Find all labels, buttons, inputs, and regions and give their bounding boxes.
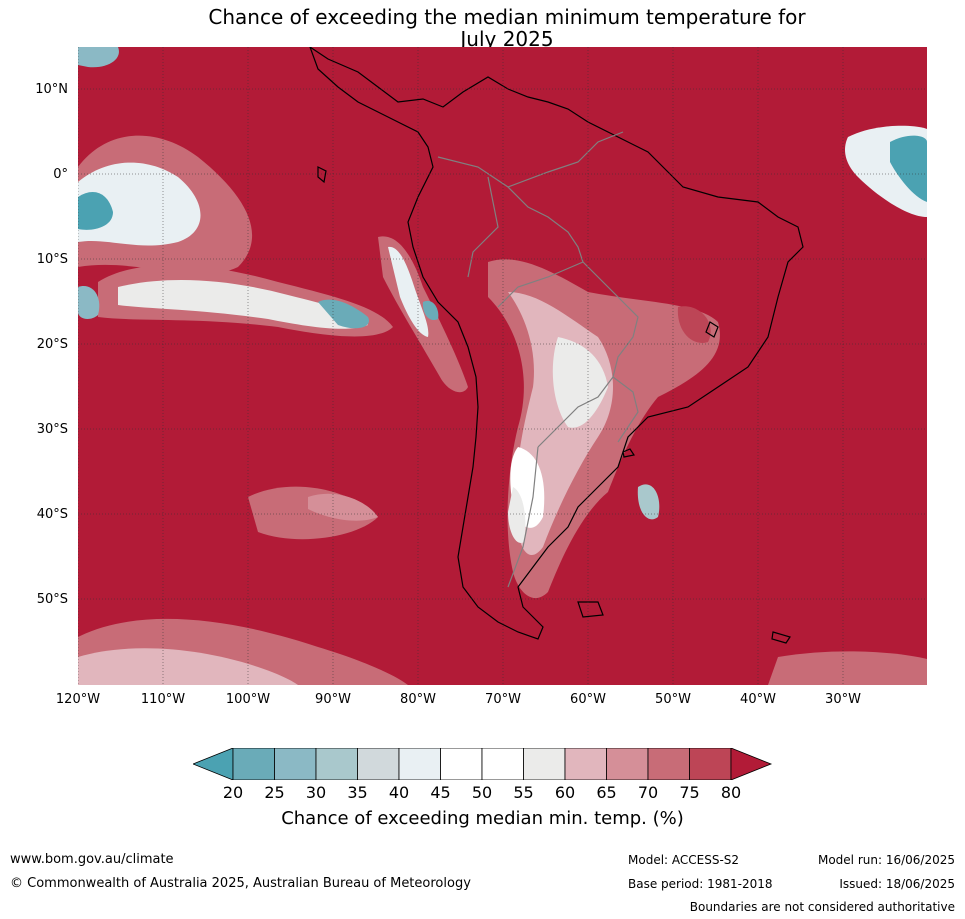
legend-swatch-below-20: [193, 748, 234, 780]
footer-model-run: Model run: 16/06/2025: [817, 853, 955, 867]
lat-label-10n: 10°N: [35, 82, 68, 97]
legend-tick: 40: [388, 783, 410, 802]
legend-swatch-40-45: [398, 748, 441, 780]
legend-tick: 65: [596, 783, 617, 802]
legend-swatch-65-70: [606, 748, 649, 780]
legend-tick: 25: [264, 783, 285, 802]
anomaly-patches: [78, 47, 927, 685]
lat-label-40s: 40°S: [36, 507, 68, 522]
lat-label-0: 0°: [53, 167, 68, 182]
map-ocean-background: [78, 47, 927, 685]
legend-swatch-55-60: [523, 748, 566, 780]
legend-swatch-45-50: [440, 748, 483, 780]
legend-swatch-above-80: [730, 748, 773, 780]
lon-label-30w: 30°W: [825, 692, 861, 707]
legend-label: Chance of exceeding median min. temp. (%…: [281, 808, 684, 829]
legend-swatch-30-35: [315, 748, 358, 780]
legend-swatch-60-65: [564, 748, 607, 780]
legend-swatch-75-80: [689, 748, 732, 780]
lat-label-50s: 50°S: [36, 592, 68, 607]
footer-copyright: © Commonwealth of Australia 2025, Austra…: [10, 876, 471, 891]
lon-label-60w: 60°W: [570, 692, 606, 707]
footer-url: www.bom.gov.au/climate: [10, 852, 174, 867]
legend-swatch-50-55: [481, 748, 524, 780]
lon-label-50w: 50°W: [655, 692, 691, 707]
legend-tick: 35: [347, 783, 368, 802]
legend-swatch-25-30: [274, 748, 317, 780]
legend-swatch-35-40: [357, 748, 400, 780]
legend-tick: 75: [679, 783, 700, 802]
lon-label-70w: 70°W: [485, 692, 521, 707]
legend-tick: 80: [720, 783, 742, 802]
lat-label-30s: 30°S: [36, 422, 68, 437]
legend-tick: 20: [222, 783, 244, 802]
map-title-line-1: Chance of exceeding the median minimum t…: [208, 5, 806, 29]
map-title-line-2: July 2025: [460, 27, 554, 51]
footer-issued: Issued: 18/06/2025: [839, 877, 955, 891]
lat-label-20s: 20°S: [36, 337, 68, 352]
lat-label-10s: 10°S: [36, 252, 68, 267]
legend-tick: 30: [305, 783, 327, 802]
lon-label-120w: 120°W: [55, 692, 101, 707]
legend-tick: 60: [554, 783, 576, 802]
lon-label-40w: 40°W: [740, 692, 776, 707]
lon-label-90w: 90°W: [315, 692, 351, 707]
footer-base-period: Base period: 1981-2018: [628, 877, 773, 891]
legend-tick: 70: [637, 783, 659, 802]
footer-model: Model: ACCESS-S2: [628, 853, 740, 867]
legend-tick: 50: [471, 783, 493, 802]
legend-tick: 45: [430, 783, 451, 802]
map-canvas: [78, 47, 927, 685]
coastline: [309, 47, 804, 644]
lon-label-80w: 80°W: [400, 692, 436, 707]
country-borders: [437, 131, 639, 588]
footer-disclaimer: Boundaries are not considered authoritat…: [689, 900, 955, 914]
legend-swatch-70-75: [647, 748, 690, 780]
graticule: [78, 47, 927, 685]
lon-label-100w: 100°W: [225, 692, 271, 707]
legend-tick: 55: [513, 783, 534, 802]
lon-label-110w: 110°W: [140, 692, 186, 707]
forecast-map: [78, 47, 927, 685]
legend-swatch-20-25: [232, 748, 275, 780]
legend-colorbar: [193, 748, 773, 780]
